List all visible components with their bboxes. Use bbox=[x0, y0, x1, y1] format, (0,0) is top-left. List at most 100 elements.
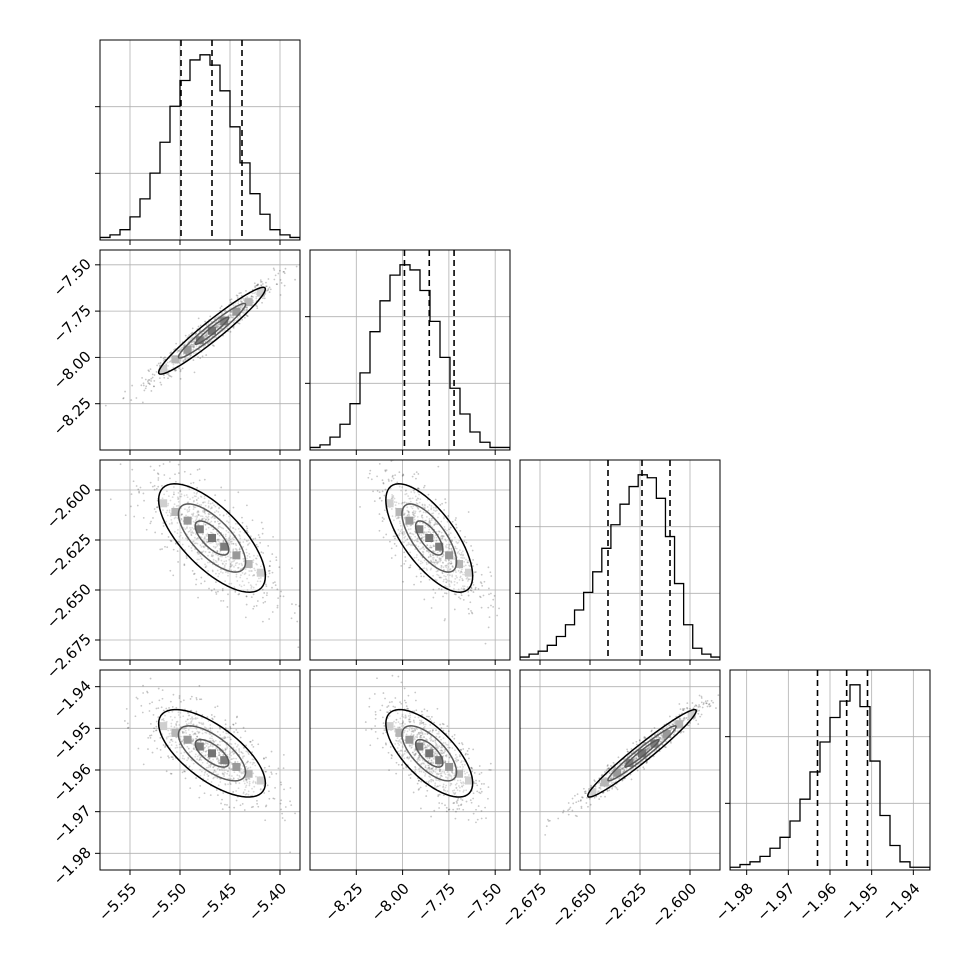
scatter-point bbox=[242, 312, 245, 314]
scatter-point bbox=[199, 324, 202, 327]
scatter-point bbox=[600, 795, 602, 798]
scatter-point bbox=[204, 334, 206, 337]
scatter-point bbox=[206, 334, 209, 337]
scatter-point bbox=[161, 497, 164, 500]
scatter-point bbox=[465, 558, 467, 561]
scatter-point bbox=[200, 515, 202, 517]
scatter-point bbox=[153, 374, 156, 376]
scatter-point bbox=[246, 777, 249, 780]
scatter-point bbox=[420, 537, 423, 540]
scatter-point bbox=[147, 379, 150, 381]
scatter-point bbox=[180, 518, 183, 521]
scatter-point bbox=[213, 769, 216, 772]
scatter-point bbox=[462, 748, 465, 750]
scatter-point bbox=[151, 376, 154, 379]
scatter-point bbox=[250, 570, 252, 572]
scatter-point bbox=[436, 556, 439, 558]
scatter-point bbox=[427, 556, 430, 559]
scatter-point bbox=[196, 486, 199, 489]
scatter-point bbox=[141, 377, 143, 379]
scatter-point bbox=[208, 757, 211, 760]
y-tick-label: −8.00 bbox=[50, 348, 95, 393]
scatter-point bbox=[153, 453, 155, 455]
scatter-point bbox=[422, 531, 425, 534]
scatter-point bbox=[142, 684, 144, 687]
scatter-point bbox=[141, 711, 144, 714]
scatter-point bbox=[201, 518, 203, 520]
scatter-point bbox=[201, 732, 204, 735]
scatter-point bbox=[156, 506, 158, 509]
scatter-point bbox=[138, 491, 141, 494]
scatter-point bbox=[157, 707, 160, 710]
scatter-point bbox=[480, 790, 483, 793]
density-cell bbox=[256, 568, 265, 577]
scatter-point bbox=[229, 557, 232, 559]
scatter-point bbox=[188, 722, 190, 725]
scatter-point bbox=[178, 540, 181, 543]
scatter-point bbox=[220, 802, 222, 805]
scatter-point bbox=[182, 360, 185, 363]
scatter-point bbox=[245, 744, 247, 747]
scatter-point bbox=[165, 736, 168, 739]
scatter-point bbox=[435, 559, 437, 562]
scatter-point bbox=[197, 510, 200, 513]
scatter-point bbox=[398, 534, 401, 537]
scatter-point bbox=[399, 522, 401, 525]
scatter-point bbox=[455, 800, 458, 803]
scatter-point bbox=[156, 364, 159, 367]
scatter-point bbox=[433, 536, 436, 539]
scatter-point bbox=[403, 532, 406, 535]
scatter-point bbox=[263, 592, 266, 594]
scatter-point bbox=[188, 765, 191, 768]
scatter-point bbox=[174, 473, 176, 476]
scatter-point bbox=[220, 768, 223, 771]
density-cell bbox=[195, 336, 204, 345]
scatter-point bbox=[190, 720, 193, 722]
scatter-point bbox=[208, 764, 210, 767]
scatter-point bbox=[493, 594, 496, 597]
scatter-point bbox=[417, 473, 420, 475]
scatter-point bbox=[195, 332, 198, 335]
scatter-point bbox=[413, 491, 416, 494]
scatter-point bbox=[419, 542, 422, 544]
scatter-point bbox=[217, 527, 220, 530]
scatter-point bbox=[195, 499, 198, 501]
scatter-point bbox=[422, 536, 425, 539]
scatter-point bbox=[444, 804, 446, 807]
scatter-point bbox=[167, 735, 170, 738]
scatter-point bbox=[186, 759, 188, 762]
scatter-point bbox=[232, 542, 235, 545]
scatter-point bbox=[211, 737, 213, 740]
scatter-point bbox=[193, 340, 196, 343]
scatter-point bbox=[453, 737, 456, 740]
scatter-point bbox=[216, 550, 218, 553]
scatter-point bbox=[446, 568, 449, 570]
scatter-point bbox=[435, 539, 438, 542]
scatter-point bbox=[442, 794, 445, 797]
scatter-point bbox=[263, 297, 266, 300]
scatter-point bbox=[218, 507, 220, 510]
scatter-point bbox=[273, 581, 276, 583]
scatter-point bbox=[126, 722, 129, 725]
scatter-point bbox=[224, 723, 227, 726]
scatter-point bbox=[453, 587, 455, 590]
scatter-point bbox=[177, 540, 180, 543]
scatter-point bbox=[462, 573, 464, 576]
contour-0 bbox=[414, 520, 444, 556]
scatter-point bbox=[216, 324, 219, 327]
scatter-point bbox=[221, 798, 223, 801]
scatter-point bbox=[438, 587, 440, 590]
scatter-point bbox=[432, 531, 435, 534]
scatter-point bbox=[400, 564, 403, 567]
scatter-point bbox=[409, 528, 412, 530]
scatter-point bbox=[455, 547, 458, 550]
scatter-point bbox=[194, 737, 197, 740]
scatter-point bbox=[221, 773, 224, 776]
scatter-point bbox=[417, 507, 420, 509]
scatter-point bbox=[170, 540, 173, 543]
scatter-point bbox=[467, 511, 470, 513]
scatter-point bbox=[230, 315, 233, 318]
scatter-point bbox=[256, 545, 259, 548]
scatter-point bbox=[370, 728, 373, 731]
scatter-point bbox=[246, 544, 249, 546]
